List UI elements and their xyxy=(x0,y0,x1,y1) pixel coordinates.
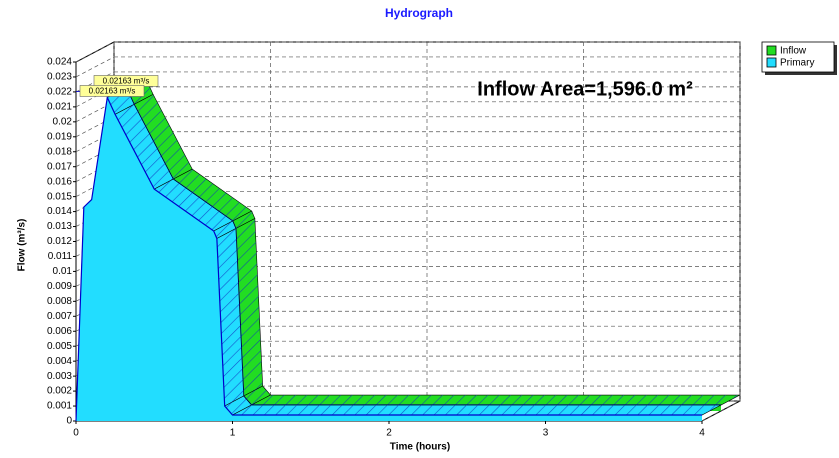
y-tick-label: 0.012 xyxy=(47,236,72,247)
x-tick-label: 4 xyxy=(699,428,705,439)
y-tick-label: 0.009 xyxy=(47,281,72,292)
peak-label: 0.02163 m³/s xyxy=(103,77,150,86)
legend-swatch xyxy=(766,57,777,68)
y-tick-label: 0.015 xyxy=(47,191,72,202)
annotation: Inflow Area=1,596.0 m² xyxy=(477,78,693,100)
y-tick-label: 0.01 xyxy=(53,266,73,277)
ribbon-hatch xyxy=(134,94,193,180)
y-tick-label: 0.021 xyxy=(47,102,72,113)
x-tick-label: 0 xyxy=(73,428,79,439)
y-tick-label: 0.019 xyxy=(47,131,72,142)
y-tick-label: 0.003 xyxy=(47,371,72,382)
peak-label-box xyxy=(79,85,145,97)
y-tick-label: 0.007 xyxy=(47,311,72,322)
y-tick-label: 0.014 xyxy=(47,206,72,217)
ribbon-hatch xyxy=(224,396,252,416)
x-tick-label: 1 xyxy=(230,428,236,439)
series-line xyxy=(75,95,702,422)
y-tick-label: 0.005 xyxy=(47,341,72,352)
legend-label: Inflow xyxy=(780,46,807,57)
ribbon-hatch xyxy=(235,218,263,397)
plot: 0 0.001 0.002 0.003 0.004 0.005 0.006 0.007 0.00… xyxy=(47,41,837,439)
y-tick-label: 0.011 xyxy=(48,251,73,262)
y-tick-label: 0.022 xyxy=(47,87,72,98)
y-tick-label: 0 xyxy=(66,416,72,427)
y-tick-label: 0.002 xyxy=(47,386,72,397)
x-tick-label: 2 xyxy=(386,428,392,439)
grid-line xyxy=(75,41,115,63)
y-axis-label: Flow (m³/s) xyxy=(17,219,28,272)
y-tick-label: 0.02 xyxy=(53,116,73,127)
ribbon-hatch xyxy=(232,405,721,416)
ribbon-hatch xyxy=(243,386,271,406)
ribbon-hatch xyxy=(154,179,233,232)
ribbon-hatch xyxy=(251,395,740,406)
y-tick-label: 0.001 xyxy=(47,401,72,412)
y-tick-label: 0.016 xyxy=(47,176,72,187)
ribbon-hatch xyxy=(115,104,174,190)
y-tick-label: 0.024 xyxy=(47,57,72,68)
y-tick-label: 0.004 xyxy=(47,356,72,367)
y-tick-label: 0.013 xyxy=(47,221,72,232)
legend-label: Primary xyxy=(780,58,814,69)
y-tick-label: 0.018 xyxy=(47,146,72,157)
chart-title: Hydrograph xyxy=(385,6,453,20)
ribbon-front xyxy=(76,97,702,422)
y-tick-label: 0.008 xyxy=(47,296,72,307)
x-axis-label: Time (hours) xyxy=(390,442,450,453)
ribbon-hatch xyxy=(232,211,255,229)
legend-swatch xyxy=(766,45,777,56)
grid-line xyxy=(75,56,115,78)
ribbon-hatch xyxy=(173,169,252,222)
y-tick-label: 0.017 xyxy=(47,161,72,172)
ribbon-hatch xyxy=(216,228,244,407)
y-tick-label: 0.006 xyxy=(47,326,72,337)
peak-label: 0.02163 m³/s xyxy=(89,87,136,96)
y-tick-label: 0.023 xyxy=(47,72,72,83)
ribbon-hatch xyxy=(213,221,236,239)
x-tick-label: 3 xyxy=(543,428,549,439)
